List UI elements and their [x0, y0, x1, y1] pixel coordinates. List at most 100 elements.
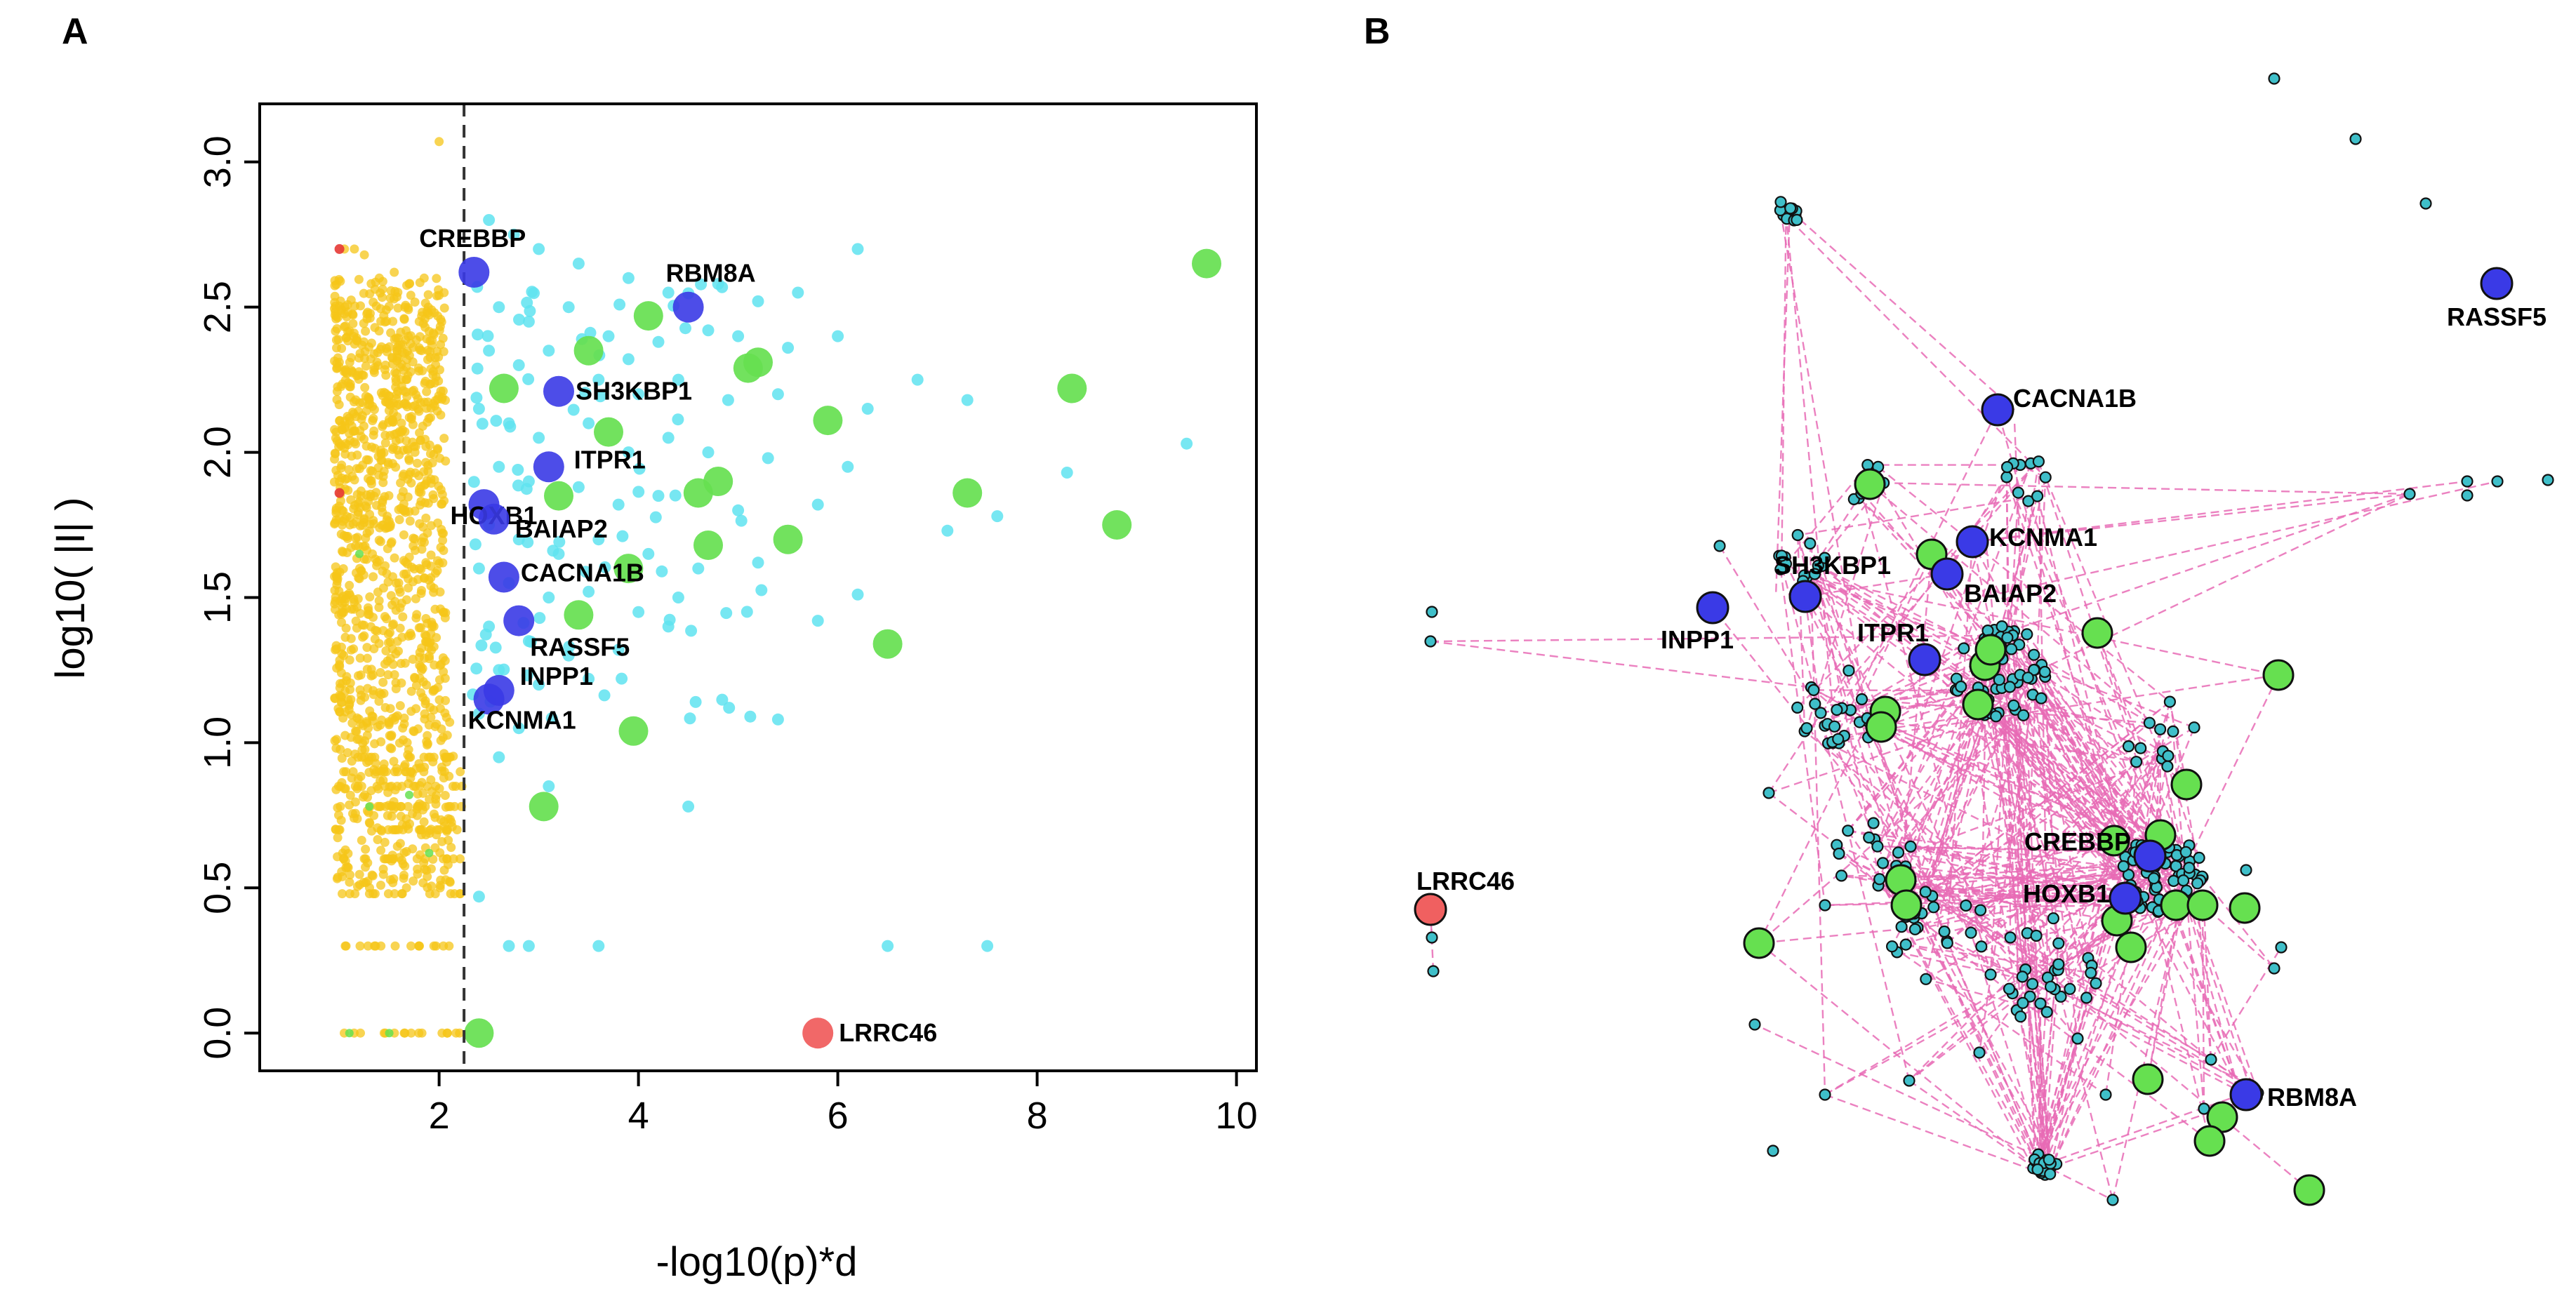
network-edge: [1758, 721, 1869, 944]
nonsig-point: [330, 298, 340, 307]
significant-point: [563, 641, 576, 653]
nonsig-point: [397, 418, 406, 428]
network-node: [1791, 528, 1804, 542]
gene-label-inpp1: INPP1: [520, 662, 593, 690]
network-edge: [1806, 660, 1986, 729]
nonsig-point: [414, 759, 424, 768]
network-node: [1842, 825, 1854, 837]
nonsig-point: [376, 316, 386, 326]
network-node: [1748, 1018, 1761, 1031]
green-gene-point: [813, 406, 843, 436]
nonsig-point: [372, 557, 382, 567]
network-edge: [2181, 674, 2280, 875]
network-node: [2017, 709, 2030, 721]
network-node: [2028, 648, 2040, 661]
nonsig-point: [414, 1028, 424, 1038]
network-node-rassf5: [2480, 267, 2514, 300]
network-edge: [2168, 897, 2240, 1090]
green-gene-point: [529, 792, 559, 822]
network-node: [2461, 475, 2474, 488]
nonsig-point: [436, 542, 446, 552]
nonsig-point: [359, 631, 369, 641]
significant-point: [583, 417, 595, 429]
nonsig-point: [426, 479, 436, 488]
nonsig-point: [397, 678, 406, 688]
nonsig-point: [384, 719, 394, 728]
network-nodes: [1414, 72, 2554, 1206]
significant-point: [811, 615, 824, 627]
network-node: [2240, 864, 2252, 876]
nonsig-point: [403, 492, 413, 502]
network-edge: [2013, 420, 2046, 1166]
nonsig-point: [404, 331, 413, 341]
network-node: [2004, 931, 2017, 944]
nonsig-point: [408, 437, 418, 447]
network-edge: [1796, 460, 2040, 709]
nonsig-point: [382, 568, 392, 578]
nonsig-point: [353, 752, 363, 762]
nonsig-point: [386, 286, 396, 295]
nonsig-point: [437, 724, 446, 734]
nonsig-point: [420, 498, 430, 507]
nonsig-point: [427, 305, 437, 315]
network-node: [2016, 970, 2029, 983]
nonsig-point: [348, 767, 358, 777]
network-node: [1863, 831, 1875, 844]
network-node: [2205, 1053, 2217, 1066]
network-node: [1427, 965, 1440, 977]
nonsig-point: [439, 817, 449, 827]
significant-point: [489, 641, 502, 654]
nonsig-point: [399, 366, 409, 375]
network-label-baiap2: BAIAP2: [1964, 579, 2057, 608]
significant-point: [562, 649, 575, 662]
nonsig-point: [441, 712, 451, 722]
nonsig-point: [418, 664, 427, 674]
nonsig-point: [407, 562, 416, 572]
network-edge: [1974, 696, 2052, 987]
significant-point: [513, 314, 525, 326]
network-node-kcnma1: [1956, 525, 1989, 559]
network-label-cacna1b: CACNA1B: [2013, 384, 2137, 413]
nonsig-point: [432, 566, 442, 575]
x-tick-label: 8: [1027, 1095, 1048, 1137]
gene-point-itpr1: [533, 451, 564, 483]
nonsig-point: [397, 375, 406, 385]
nonsig-point: [361, 533, 371, 543]
significant-point: [695, 278, 708, 291]
nonsig-point: [400, 861, 410, 871]
network-node: [2188, 721, 2200, 734]
network-edge: [1906, 726, 2195, 907]
nonsig-point: [404, 455, 414, 465]
network-green-node: [1865, 711, 1897, 743]
network-edge: [1797, 535, 1806, 732]
y-tick-label: 1.5: [197, 571, 239, 624]
nonsig-point: [399, 386, 409, 396]
nonsig-point: [380, 782, 390, 791]
network-node: [1774, 196, 1787, 208]
network-node-rbm8a: [2229, 1078, 2263, 1112]
significant-point: [583, 585, 595, 598]
nonsig-point: [406, 1028, 416, 1038]
network-node: [2030, 929, 2043, 942]
nonsig-point: [425, 794, 434, 804]
nonsig-point: [402, 738, 412, 747]
nonsig-point: [387, 825, 397, 834]
significant-point: [682, 800, 695, 813]
nonsig-point: [342, 312, 352, 321]
significant-point: [522, 536, 534, 549]
nonsig-point: [414, 941, 424, 951]
nonsig-point: [439, 767, 449, 777]
nonsig-point: [438, 386, 448, 396]
network-node-crebbp: [2133, 839, 2167, 873]
network-green-node: [2229, 892, 2261, 924]
network-node: [1919, 886, 1932, 898]
nonsig-point: [422, 680, 431, 690]
network-label-sh3kbp1: SH3KBP1: [1774, 551, 1891, 580]
significant-point: [524, 305, 536, 317]
network-edge: [1781, 554, 2033, 696]
y-tick-label: 1.0: [197, 716, 239, 769]
nonsig-point: [423, 290, 433, 300]
nonsig-point: [420, 699, 430, 709]
network-edge: [1971, 541, 2144, 865]
nonsig-point: [387, 744, 397, 754]
